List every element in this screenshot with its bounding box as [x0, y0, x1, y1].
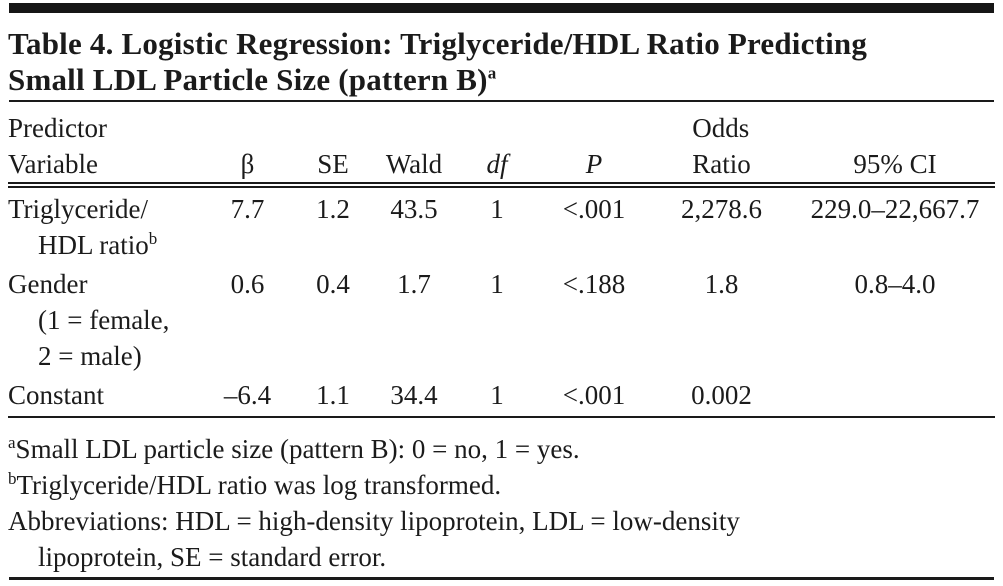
col-header-odds-line-2: Ratio [692, 148, 751, 179]
col-header-beta: β [203, 103, 292, 188]
table-title-line-2: Small LDL Particle Size (pattern B)a [8, 62, 995, 98]
table-footnotes: aSmall LDL particle size (pattern B): 0 … [8, 431, 995, 575]
title-footnote-marker: a [487, 63, 497, 83]
predictor-name-line-2: (1 = female, [38, 304, 170, 335]
predictor-name-cell: Constant [8, 373, 203, 418]
footnote-b: bTriglyceride/HDL ratio was log transfor… [8, 467, 995, 503]
col-header-predictor-line-1: Predictor [8, 112, 107, 143]
predictor-name-line-3: 2 = male) [38, 340, 142, 371]
odds-ratio-header-stack: Odds Ratio [692, 110, 751, 182]
footnote-abbreviations-line-1: Abbreviations: HDL = high-density lipopr… [8, 505, 740, 536]
cell-95ci [795, 373, 995, 418]
predictor-name-line-2: HDL ratiob [38, 228, 158, 260]
cell-p: <.188 [562, 268, 626, 299]
cell-df: 1 [490, 268, 504, 299]
col-header-se: SE [292, 103, 374, 188]
footnote-b-marker: b [8, 468, 17, 488]
title-bottom-rule [9, 100, 994, 102]
table-row-triglyceride-hdl: Triglyceride/ HDL ratiob 7.7 1.2 43.5 1 … [8, 185, 995, 263]
col-header-df: df [454, 103, 540, 188]
cell-odds-ratio: 2,278.6 [681, 193, 762, 224]
cell-se: 0.4 [316, 268, 350, 299]
table-row-gender: Gender (1 = female, 2 = male) 0.6 0.4 1.… [8, 263, 995, 374]
bottom-rule [9, 577, 994, 580]
predictor-name-cell: Triglyceride/ HDL ratiob [8, 185, 203, 263]
cell-odds-ratio: 1.8 [704, 268, 739, 299]
footnote-a-text: Small LDL particle size (pattern B): 0 =… [15, 433, 580, 464]
cell-beta: 0.6 [230, 268, 265, 299]
col-header-95ci: 95% CI [795, 103, 995, 188]
col-header-odds-line-1: Odds [692, 112, 750, 143]
footnote-a: aSmall LDL particle size (pattern B): 0 … [8, 431, 995, 467]
cell-odds-ratio: 0.002 [648, 373, 795, 418]
col-header-p: P [540, 103, 648, 188]
predictor-name-line-1: Triglyceride/ [8, 193, 148, 224]
paper-table-page: Table 4. Logistic Regression: Triglyceri… [0, 3, 1003, 586]
cell-p: <.001 [540, 373, 648, 418]
cell-95ci: 229.0–22,667.7 [810, 193, 980, 224]
predictor-name-line-1: Gender [8, 268, 88, 299]
row-footnote-marker-b: b [148, 228, 158, 248]
header-row: Predictor Variable β SE Wald df P Odds R… [8, 103, 995, 188]
cell-wald: 43.5 [390, 193, 438, 224]
cell-se: 1.2 [316, 193, 350, 224]
table-row-constant: Constant –6.4 1.1 34.4 1 <.001 0.002 [8, 373, 995, 418]
regression-table: Predictor Variable β SE Wald df P Odds R… [8, 103, 995, 418]
cell-wald: 1.7 [397, 268, 431, 299]
cell-se: 1.1 [292, 373, 374, 418]
footnote-b-text: Triglyceride/HDL ratio was log transform… [16, 469, 502, 500]
cell-wald: 34.4 [374, 373, 454, 418]
footnote-abbreviations-line-2: lipoprotein, SE = standard error. [38, 541, 387, 572]
col-header-predictor-line-2: Variable [8, 148, 98, 179]
cell-df: 1 [490, 193, 504, 224]
cell-df: 1 [454, 373, 540, 418]
cell-95ci: 0.8–4.0 [854, 268, 936, 299]
table-title-line-2-text: Small LDL Particle Size (pattern B) [8, 62, 488, 97]
table-title-line-1: Table 4. Logistic Regression: Triglyceri… [8, 26, 868, 61]
cell-p: <.001 [562, 193, 626, 224]
col-header-predictor-variable: Predictor Variable [8, 103, 203, 188]
col-header-wald: Wald [374, 103, 454, 188]
top-thick-rule [9, 3, 994, 13]
col-header-odds-ratio: Odds Ratio [648, 103, 795, 188]
cell-beta: 7.7 [230, 193, 265, 224]
table-title: Table 4. Logistic Regression: Triglyceri… [8, 26, 995, 98]
footnote-a-marker: a [8, 432, 16, 452]
cell-beta: –6.4 [203, 373, 292, 418]
predictor-name-cell: Gender (1 = female, 2 = male) [8, 263, 203, 374]
